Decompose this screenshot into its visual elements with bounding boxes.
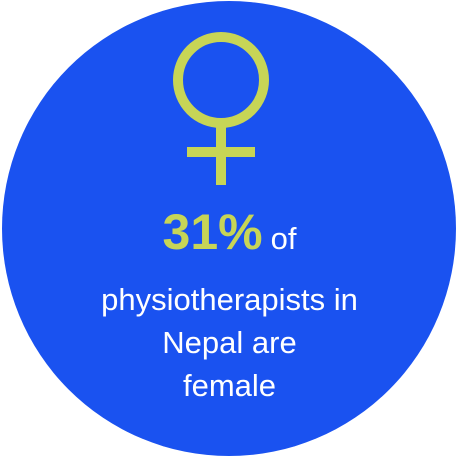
female-symbol-icon [173, 32, 269, 185]
statistic-headline: 31% of [0, 200, 459, 277]
statistic-value: 31% [162, 204, 263, 260]
caption-line: Nepal are [162, 325, 297, 360]
statistic-caption: physiotherapists in Nepal are female [0, 278, 459, 407]
statistic-suffix: of [270, 221, 297, 256]
caption-line: female [182, 368, 277, 403]
caption-line: physiotherapists in [101, 282, 358, 317]
